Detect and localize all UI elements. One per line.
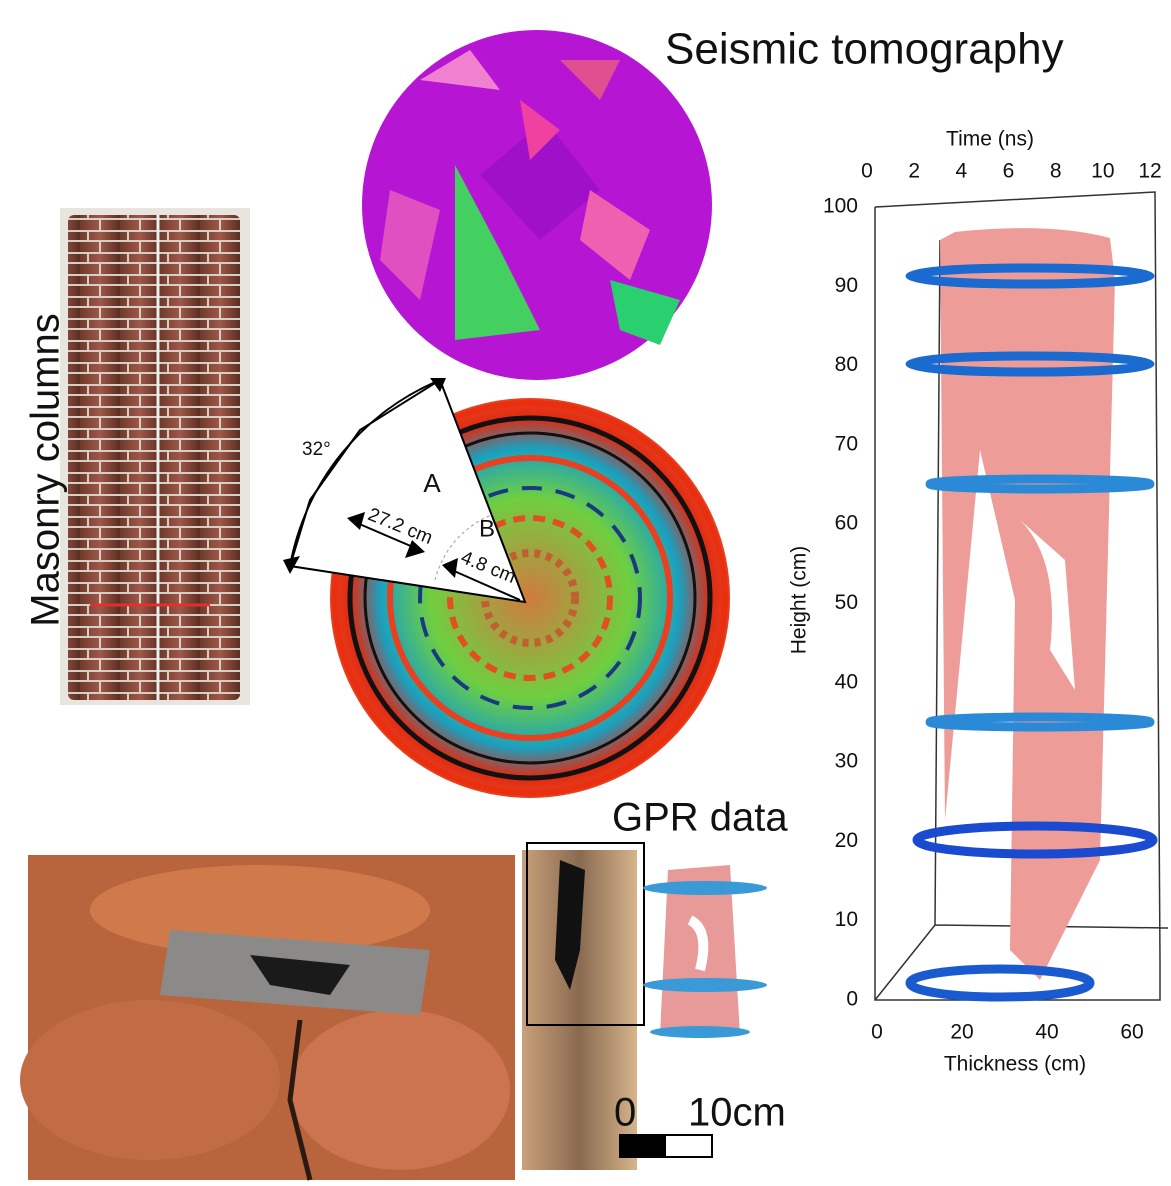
gpr-title: GPR data bbox=[612, 796, 788, 840]
height-tick-label: 40 bbox=[835, 670, 858, 693]
time-tick-label: 10 bbox=[1091, 160, 1114, 183]
height-tick-label: 10 bbox=[835, 908, 858, 931]
height-tick-label: 100 bbox=[823, 195, 858, 218]
zone-b: B bbox=[479, 515, 495, 542]
height-axis-label: Height (cm) bbox=[788, 546, 811, 655]
thickness-tick-label: 0 bbox=[871, 1021, 883, 1044]
height-tick-label: 60 bbox=[835, 512, 858, 535]
time-tick-label: 2 bbox=[908, 160, 920, 183]
zone-a: A bbox=[423, 468, 441, 498]
broken-column-photo bbox=[20, 855, 515, 1181]
seismic-title: Seismic tomography bbox=[665, 25, 1064, 74]
plot3d bbox=[874, 191, 1169, 1002]
gpr-3d-small bbox=[643, 865, 767, 1038]
thickness-tick-label: 40 bbox=[1035, 1021, 1058, 1044]
wedge bbox=[283, 378, 527, 604]
height-tick-label: 20 bbox=[835, 829, 858, 852]
height-tick-label: 80 bbox=[835, 353, 858, 376]
height-tick-label: 30 bbox=[835, 750, 858, 773]
scale-start: 0 bbox=[614, 1091, 636, 1135]
time-tick-label: 6 bbox=[1003, 160, 1015, 183]
time-tick-label: 8 bbox=[1050, 160, 1062, 183]
height-tick-label: 50 bbox=[835, 591, 858, 614]
height-tick-label: 0 bbox=[846, 988, 858, 1011]
time-tick-label: 12 bbox=[1138, 160, 1161, 183]
core-photo bbox=[522, 842, 645, 1170]
scale-end: 10cm bbox=[688, 1091, 786, 1135]
seismic-image bbox=[362, 30, 712, 380]
columns-title: Masonry columns bbox=[24, 313, 68, 626]
brick-column bbox=[68, 215, 240, 700]
height-tick-label: 90 bbox=[835, 274, 858, 297]
wedge-angle: 32° bbox=[302, 439, 331, 460]
time-axis-label: Time (ns) bbox=[946, 128, 1034, 151]
thickness-tick-label: 20 bbox=[950, 1021, 973, 1044]
scale-bar-fill bbox=[620, 1135, 666, 1157]
time-tick-label: 0 bbox=[861, 160, 873, 183]
thickness-axis-label: Thickness (cm) bbox=[944, 1053, 1086, 1076]
thickness-tick-label: 60 bbox=[1120, 1021, 1143, 1044]
height-tick-label: 70 bbox=[835, 432, 858, 455]
time-tick-label: 4 bbox=[955, 160, 967, 183]
